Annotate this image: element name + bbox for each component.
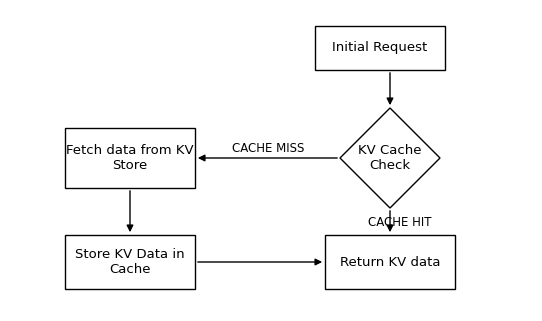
Bar: [65, 128, 195, 188]
Text: KV Cache
Check: KV Cache Check: [358, 144, 422, 172]
Bar: [325, 235, 455, 289]
Text: Store KV Data in
Cache: Store KV Data in Cache: [75, 248, 185, 276]
Text: Initial Request: Initial Request: [332, 41, 428, 55]
Text: CACHE MISS: CACHE MISS: [232, 142, 304, 154]
Text: Fetch data from KV
Store: Fetch data from KV Store: [66, 144, 194, 172]
Polygon shape: [340, 108, 440, 208]
Bar: [315, 26, 445, 70]
Text: CACHE HIT: CACHE HIT: [368, 215, 432, 229]
Text: Return KV data: Return KV data: [340, 256, 440, 268]
Bar: [65, 235, 195, 289]
